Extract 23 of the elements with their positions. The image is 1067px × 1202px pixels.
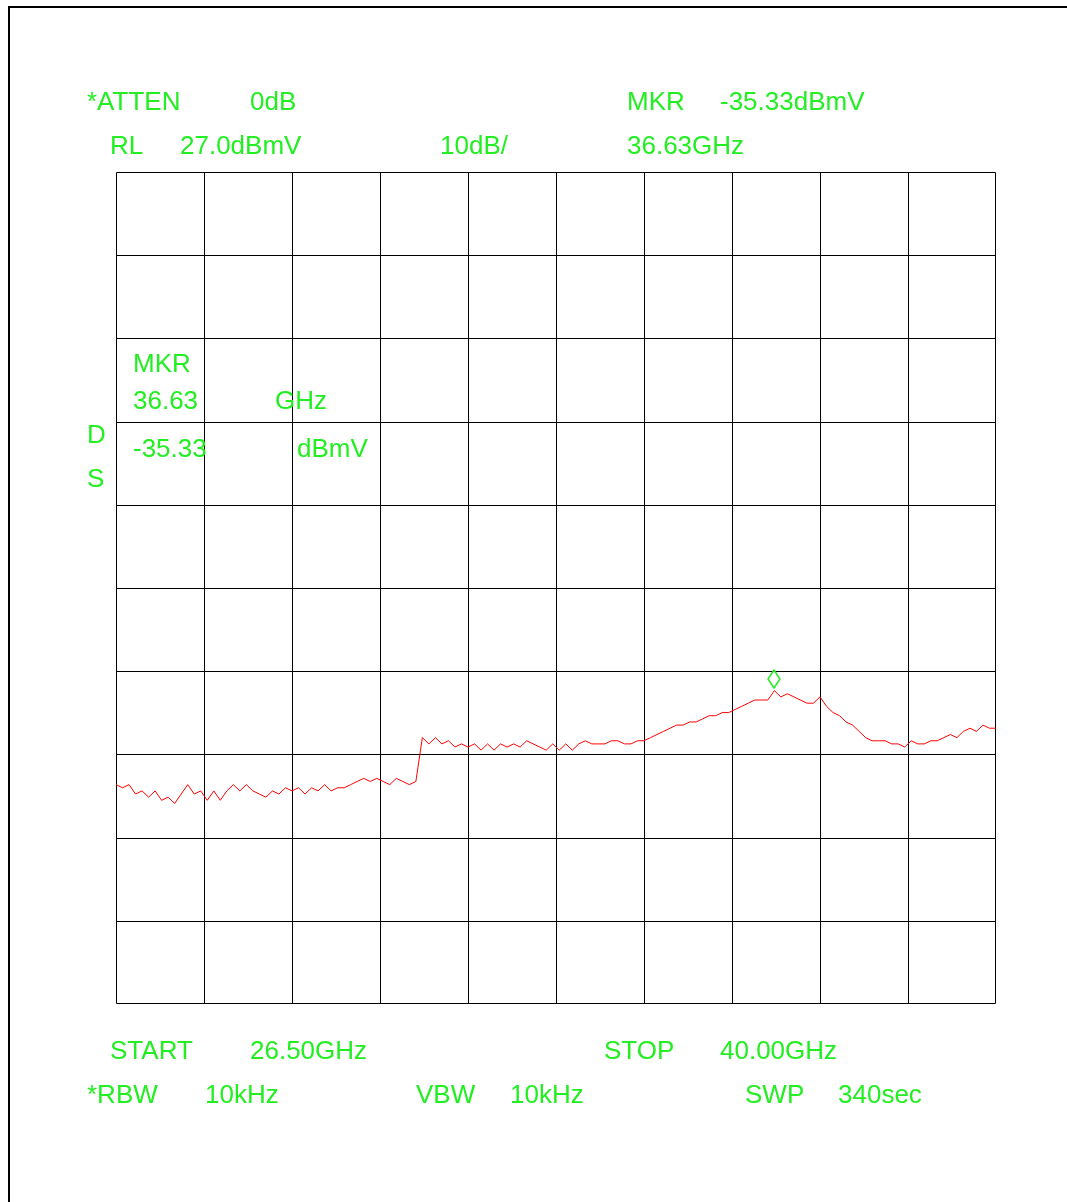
text: 0dB (250, 86, 297, 116)
text: S (87, 463, 105, 493)
text: MKR (133, 348, 191, 378)
text: 10kHz (510, 1079, 584, 1109)
text: 10kHz (205, 1079, 279, 1109)
text: 27.0dBmV (180, 130, 302, 160)
text: STOP (604, 1035, 675, 1065)
text: *RBW (87, 1079, 158, 1109)
text: SWP (745, 1079, 805, 1109)
text: 26.50GHz (250, 1035, 368, 1065)
text: 36.63 (133, 385, 199, 415)
text: 36.63GHz (627, 130, 745, 160)
text: dBmV (297, 433, 368, 463)
text: 10dB/ (440, 130, 508, 160)
text: 40.00GHz (720, 1035, 838, 1065)
text: MKR (627, 86, 685, 116)
text: -35.33dBmV (720, 86, 865, 116)
text: VBW (416, 1079, 476, 1109)
text: RL (110, 130, 144, 160)
text: *ATTEN (87, 86, 181, 116)
text: START (110, 1035, 193, 1065)
text: 340sec (838, 1079, 922, 1109)
text: D (87, 419, 106, 449)
